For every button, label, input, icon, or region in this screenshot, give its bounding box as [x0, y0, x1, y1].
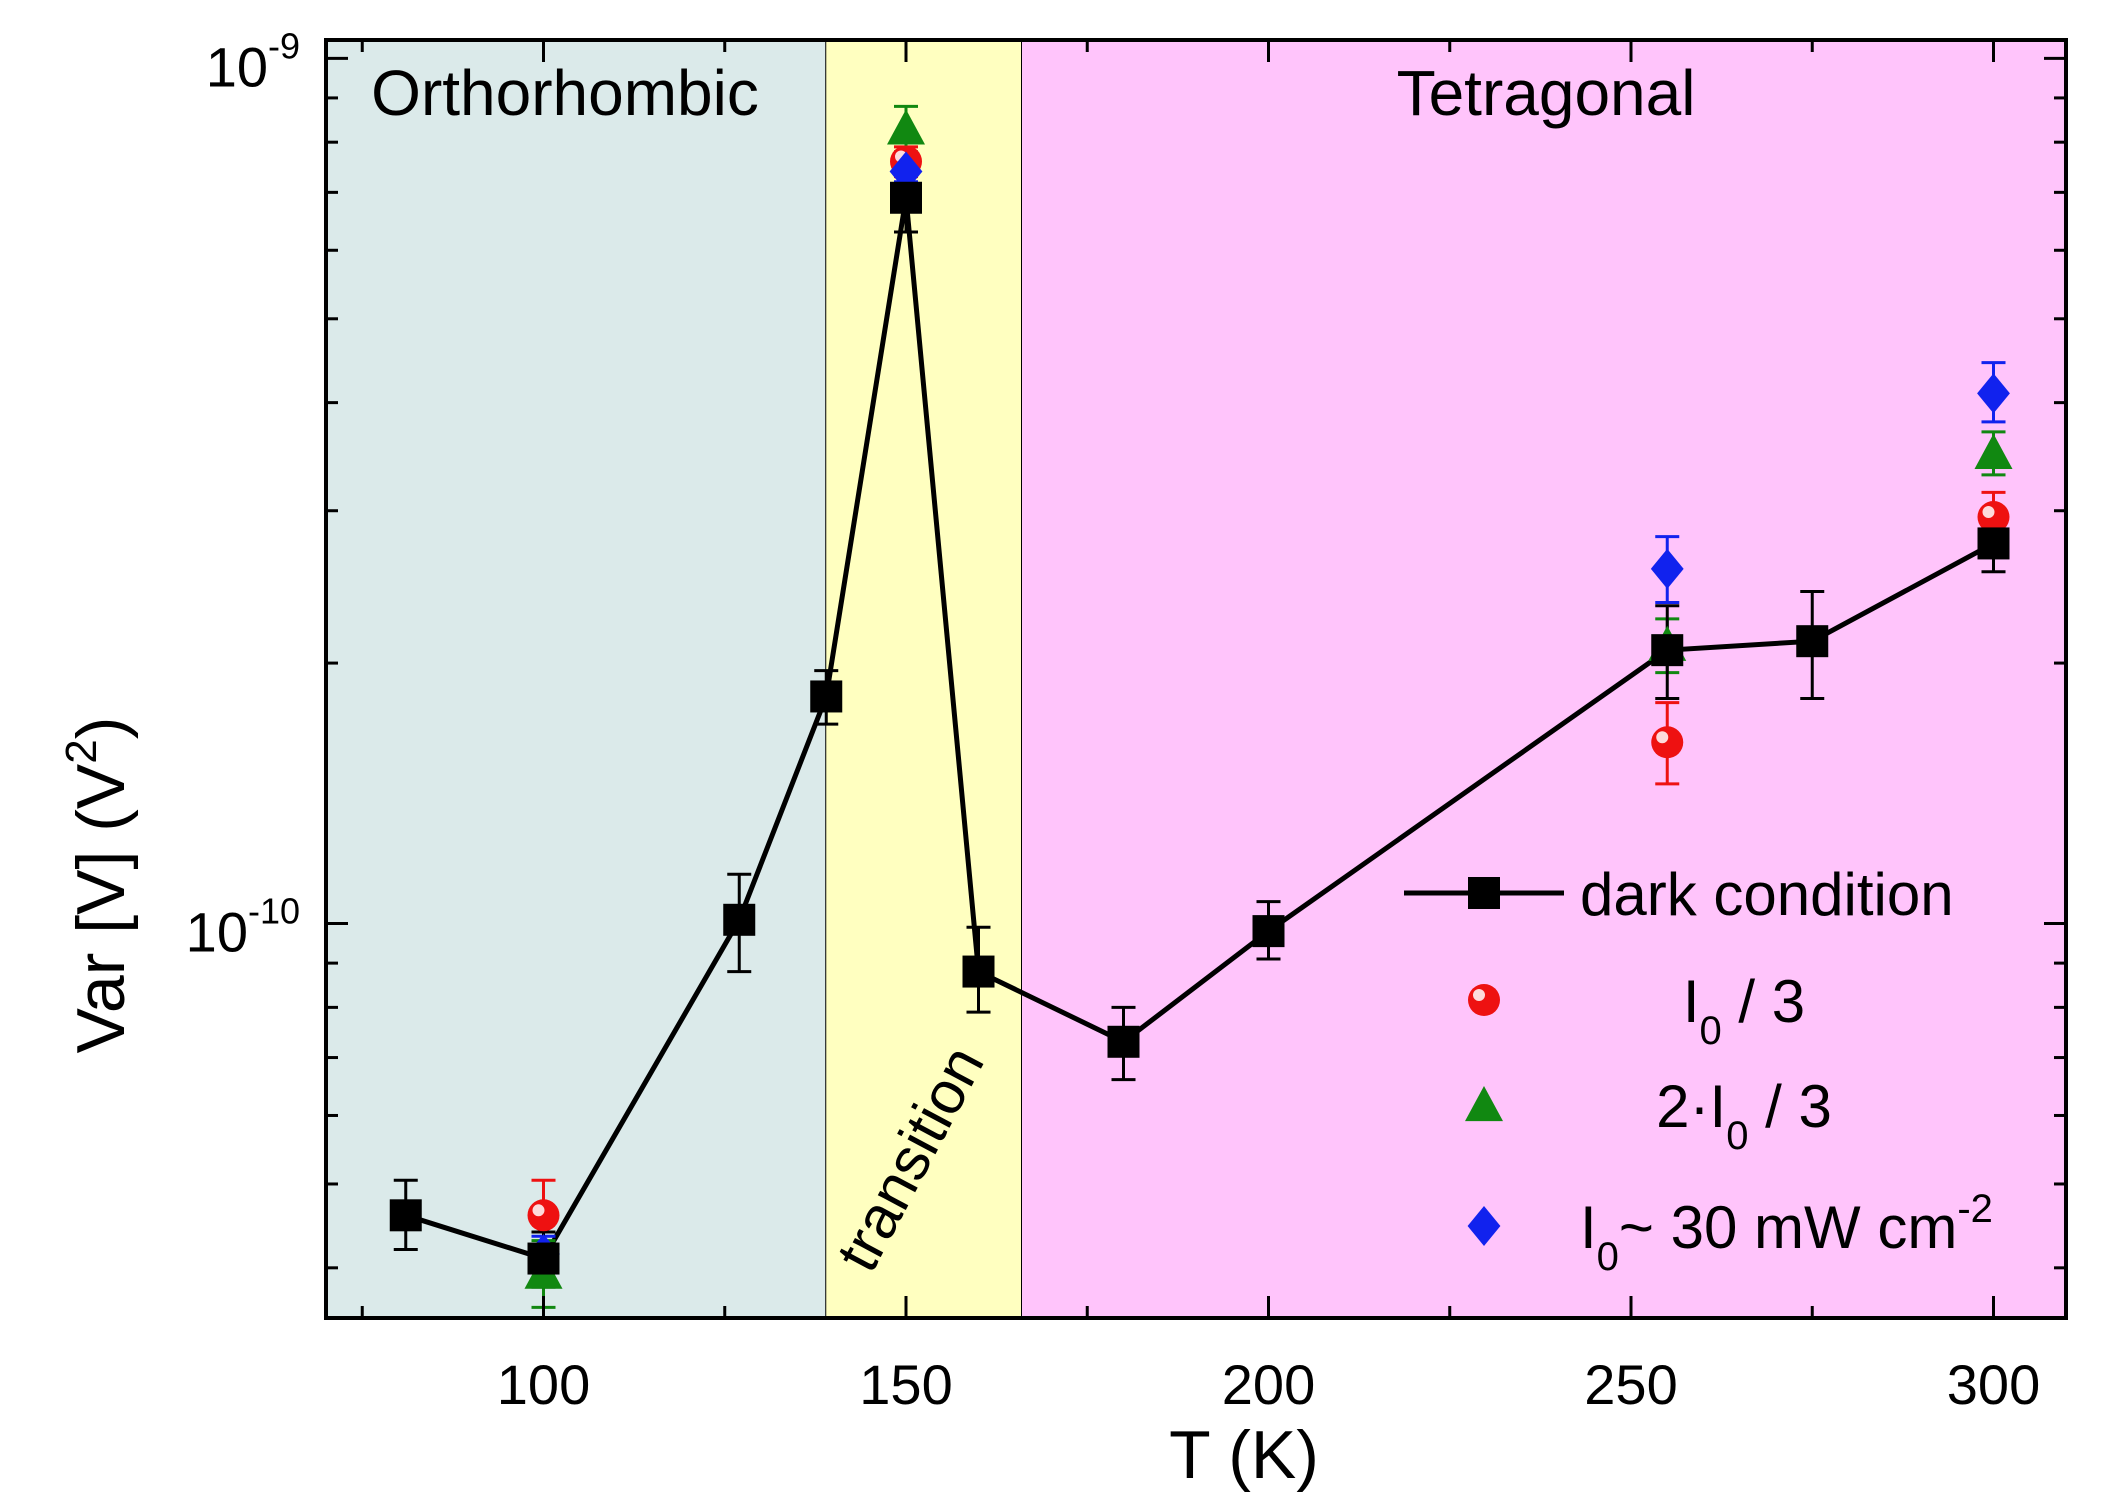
axis-labels: T (K) Var [V] (V2) — [57, 717, 1319, 1493]
legend-label-circle: I0 / 3 — [1683, 968, 1805, 1053]
point-square-2 — [723, 903, 756, 936]
point-square-0 — [389, 1199, 422, 1232]
plot-frame — [324, 38, 2068, 1320]
y-axis-label: Var [V] (V2) — [57, 717, 139, 1054]
y-axis-label-superscript: 2 — [57, 739, 106, 763]
legend-entry-diamond: I0~ 30 mW cm-2 — [1467, 1187, 1993, 1279]
point-diamond-3 — [1977, 373, 2010, 414]
y-tick-label-0: 10-10 — [186, 891, 300, 964]
legend-marker-circle-highlight — [1473, 989, 1485, 1001]
point-square-5 — [962, 955, 995, 988]
region-transition — [826, 40, 1022, 1318]
point-circle-2-highlight — [1656, 731, 1669, 744]
legend-marker-circle — [1468, 984, 1500, 1016]
region-label-tetragonal: Tetragonal — [1397, 57, 1696, 129]
legend-entry-triangle: 2·I0 / 3 — [1465, 1073, 1832, 1158]
point-square-9 — [1796, 625, 1829, 658]
legend-entry-circle: I0 / 3 — [1468, 968, 1805, 1053]
point-square-4 — [890, 181, 922, 214]
axes: 100 150 200 250 300 10-10 10-9 — [186, 25, 2068, 1416]
legend-marker-square — [1468, 877, 1500, 909]
point-circle-0 — [527, 1199, 560, 1232]
data-markers — [389, 109, 2013, 1289]
legend-marker-triangle — [1465, 1086, 1503, 1122]
point-square-1 — [527, 1242, 560, 1275]
point-circle-0-body — [527, 1199, 560, 1232]
region-tetragonal — [1022, 40, 2066, 1318]
point-square-7 — [1252, 915, 1285, 948]
point-square-3 — [810, 680, 843, 713]
y-axis-label-close: ) — [63, 717, 139, 740]
legend-label-triangle: 2·I0 / 3 — [1656, 1073, 1832, 1158]
x-tick-label-100: 100 — [497, 1353, 590, 1416]
point-square-6 — [1107, 1025, 1140, 1058]
y-axis-label-main: Var [V] (V — [63, 763, 139, 1053]
region-label-orthorhombic: Orthorhombic — [371, 57, 759, 129]
legend-label-diamond: I0~ 30 mW cm-2 — [1580, 1187, 1993, 1279]
point-square-10 — [1977, 527, 2010, 560]
point-square-8 — [1651, 634, 1684, 667]
y-tick-label-1: 10-9 — [206, 25, 300, 98]
point-diamond-1 — [889, 151, 923, 192]
point-circle-2-body — [1651, 726, 1684, 759]
point-triangle-3 — [1974, 433, 2013, 469]
x-tick-label-150: 150 — [859, 1353, 952, 1416]
point-triangle-1 — [887, 109, 925, 145]
x-axis-label: T (K) — [1169, 1417, 1319, 1493]
point-diamond-2 — [1650, 548, 1684, 589]
legend-marker-circle-body — [1468, 984, 1500, 1016]
point-circle-3-highlight — [1982, 506, 1995, 519]
legend: dark condition I0 / 3 2·I0 / 3 I0~ 30 mW cm… — [1404, 861, 1993, 1279]
legend-entry-square: dark condition — [1404, 861, 1954, 928]
x-tick-label-250: 250 — [1584, 1353, 1677, 1416]
point-circle-0-highlight — [532, 1204, 545, 1217]
legend-label-square: dark condition — [1580, 861, 1954, 928]
phase-regions — [326, 40, 2067, 1318]
x-tick-label-300: 300 — [1947, 1353, 2040, 1416]
point-circle-3 — [1977, 501, 2010, 534]
point-circle-2 — [1651, 726, 1684, 759]
x-tick-label-200: 200 — [1222, 1353, 1315, 1416]
region-orthorhombic — [326, 40, 827, 1318]
legend-marker-diamond — [1467, 1206, 1501, 1246]
